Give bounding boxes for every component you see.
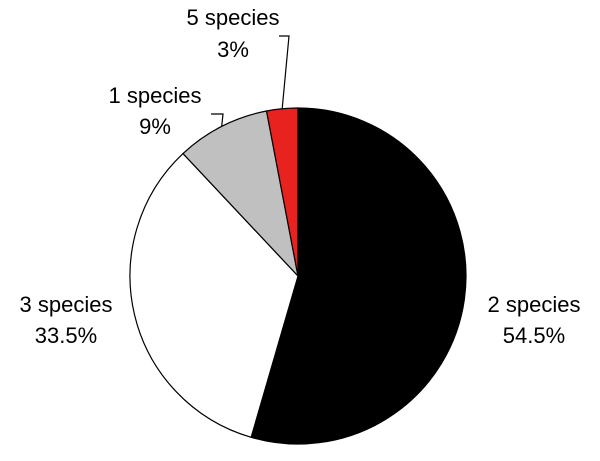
- value-label-5-species: 3%: [217, 37, 249, 62]
- pie-slice-3-species: [129, 152, 299, 439]
- pie-slice-1-species: [182, 110, 299, 278]
- pie-slice-5-species: [265, 107, 299, 277]
- pie-labels: 2 species 54.5% 3 species 33.5% 1 species 9% 5…: [20, 5, 581, 348]
- category-label-3-species: 3 species: [20, 292, 113, 317]
- pie-slices: [129, 107, 467, 445]
- category-label-1-species: 1 species: [109, 83, 202, 108]
- category-label-5-species: 5 species: [187, 5, 280, 30]
- value-label-3-species: 33.5%: [35, 323, 97, 348]
- value-label-2-species: 54.5%: [503, 323, 565, 348]
- category-label-2-species: 2 species: [488, 292, 581, 317]
- value-label-1-species: 9%: [139, 114, 171, 139]
- leader-line-1-species: [211, 113, 224, 127]
- leader-line-5-species: [279, 35, 290, 109]
- pie-slice-2-species: [250, 107, 467, 445]
